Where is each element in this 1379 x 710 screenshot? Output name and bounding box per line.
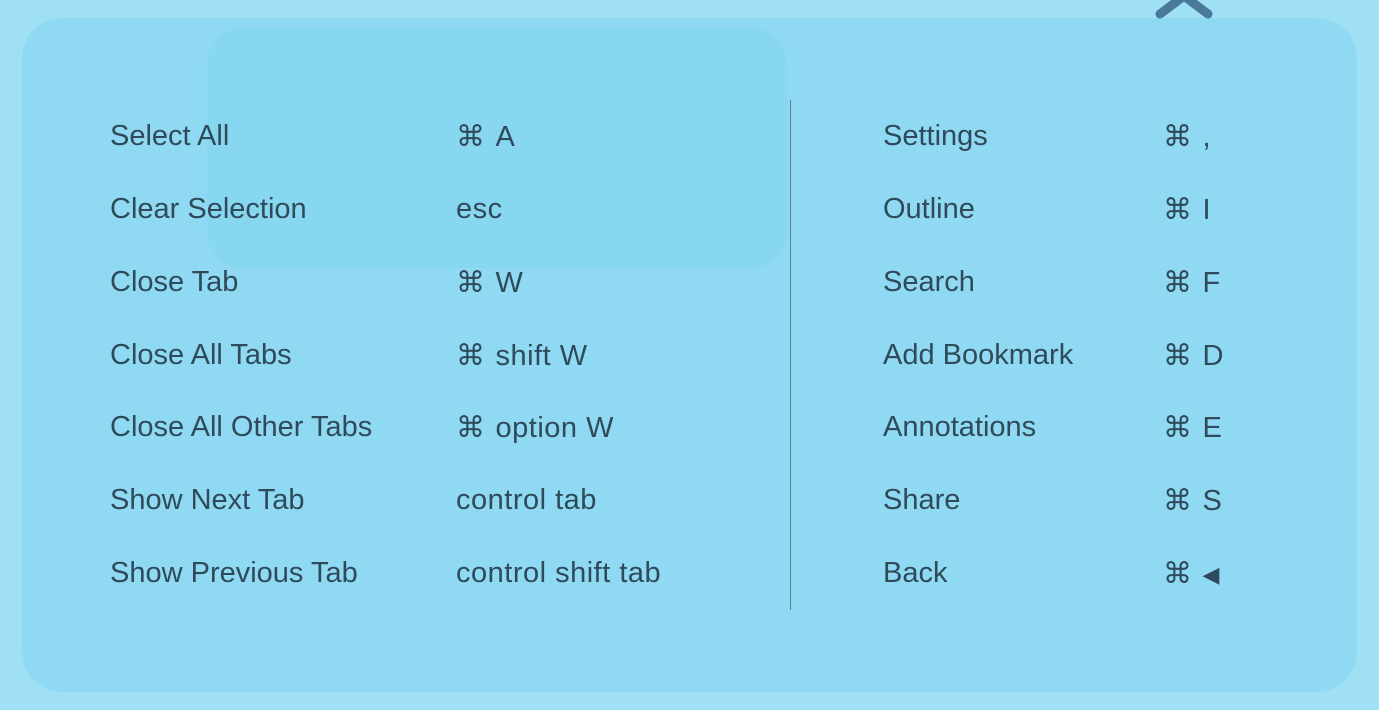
shortcut-label: Close All Other Tabs [110, 411, 456, 444]
shortcut-label: Show Next Tab [110, 484, 456, 517]
shortcut-keys: control shift tab [456, 557, 790, 590]
shortcut-keys: ⌘A [456, 119, 790, 154]
shortcut-label: Outline [883, 193, 1163, 226]
shortcut-label: Close All Tabs [110, 339, 456, 372]
shortcut-row-clear-selection: Clear Selection esc [110, 173, 790, 246]
shortcut-row-close-tab: Close Tab ⌘W [110, 246, 790, 319]
shortcut-row-outline: Outline ⌘I [883, 173, 1269, 246]
shortcut-label: Add Bookmark [883, 339, 1163, 372]
shortcut-row-show-previous-tab: Show Previous Tab control shift tab [110, 537, 790, 610]
shortcut-label: Close Tab [110, 266, 456, 299]
shortcut-label: Search [883, 266, 1163, 299]
shortcuts-left-column: Select All ⌘A Clear Selection esc Close … [110, 100, 790, 610]
shortcut-label: Show Previous Tab [110, 557, 456, 590]
shortcut-row-share: Share ⌘S [883, 464, 1269, 537]
shortcut-row-annotations: Annotations ⌘E [883, 391, 1269, 464]
shortcut-keys: esc [456, 193, 790, 226]
shortcut-keys: ⌘D [1163, 338, 1224, 373]
shortcut-keys: ⌘◀ [1163, 556, 1220, 591]
shortcut-row-close-all-tabs: Close All Tabs ⌘shift W [110, 319, 790, 392]
shortcut-row-close-all-other-tabs: Close All Other Tabs ⌘option W [110, 391, 790, 464]
shortcut-label: Clear Selection [110, 193, 456, 226]
shortcut-row-back: Back ⌘◀ [883, 537, 1269, 610]
shortcut-label: Annotations [883, 411, 1163, 444]
shortcut-keys: ⌘E [1163, 410, 1222, 445]
shortcut-keys: ⌘option W [456, 410, 790, 445]
shortcut-keys: ⌘F [1163, 265, 1221, 300]
shortcut-keys: ⌘shift W [456, 338, 790, 373]
shortcut-label: Back [883, 557, 1163, 590]
close-chevron-icon[interactable] [1154, 0, 1214, 25]
shortcut-row-select-all: Select All ⌘A [110, 100, 790, 173]
column-divider [790, 100, 791, 610]
shortcut-label: Select All [110, 120, 456, 153]
shortcut-keys: control tab [456, 484, 790, 517]
shortcut-keys: ⌘I [1163, 192, 1211, 227]
shortcut-label: Settings [883, 120, 1163, 153]
shortcut-keys: ⌘, [1163, 119, 1211, 154]
shortcut-label: Share [883, 484, 1163, 517]
shortcut-keys: ⌘S [1163, 483, 1222, 518]
shortcuts-columns: Select All ⌘A Clear Selection esc Close … [110, 100, 1269, 610]
shortcut-keys: ⌘W [456, 265, 790, 300]
shortcuts-right-column: Settings ⌘, Outline ⌘I Search ⌘F Add Boo… [811, 100, 1269, 610]
shortcut-row-add-bookmark: Add Bookmark ⌘D [883, 319, 1269, 392]
shortcut-row-settings: Settings ⌘, [883, 100, 1269, 173]
shortcut-row-show-next-tab: Show Next Tab control tab [110, 464, 790, 537]
shortcut-row-search: Search ⌘F [883, 246, 1269, 319]
shortcuts-panel: Select All ⌘A Clear Selection esc Close … [22, 18, 1357, 692]
